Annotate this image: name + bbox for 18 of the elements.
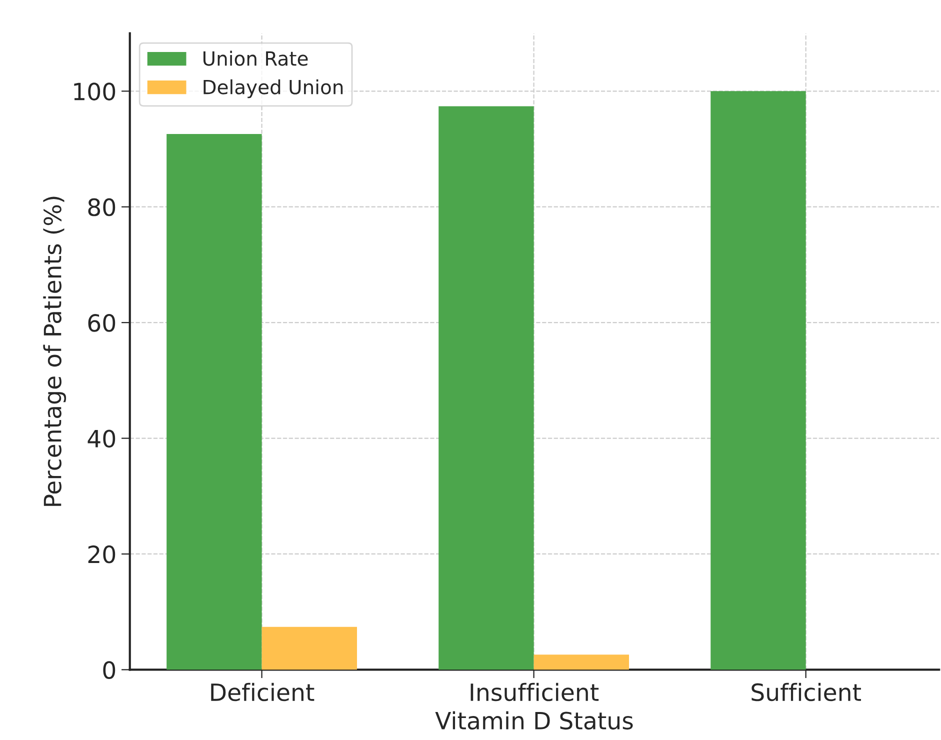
legend-label: Delayed Union (204, 79, 343, 98)
x-tick-label: Deficient (211, 682, 314, 702)
y-tick-label: 100 (74, 82, 116, 100)
y-tick-label: 0 (103, 661, 116, 680)
bar (534, 654, 630, 670)
y-axis-title: Percentage of Patients (%) (43, 196, 66, 506)
bar (438, 106, 534, 670)
x-axis-title: Vitamin D Status (435, 711, 633, 730)
y-tick-label: 20 (88, 545, 116, 564)
legend-label: Union Rate (203, 50, 308, 66)
bar (262, 626, 357, 670)
x-tick-label: Sufficient (752, 682, 861, 702)
bar (166, 134, 262, 670)
x-tick-label: Insufficient (470, 682, 599, 702)
y-tick-label: 60 (88, 314, 116, 332)
bar (710, 91, 806, 670)
y-tick-label: 40 (88, 430, 116, 448)
y-tick-label: 80 (88, 198, 116, 216)
